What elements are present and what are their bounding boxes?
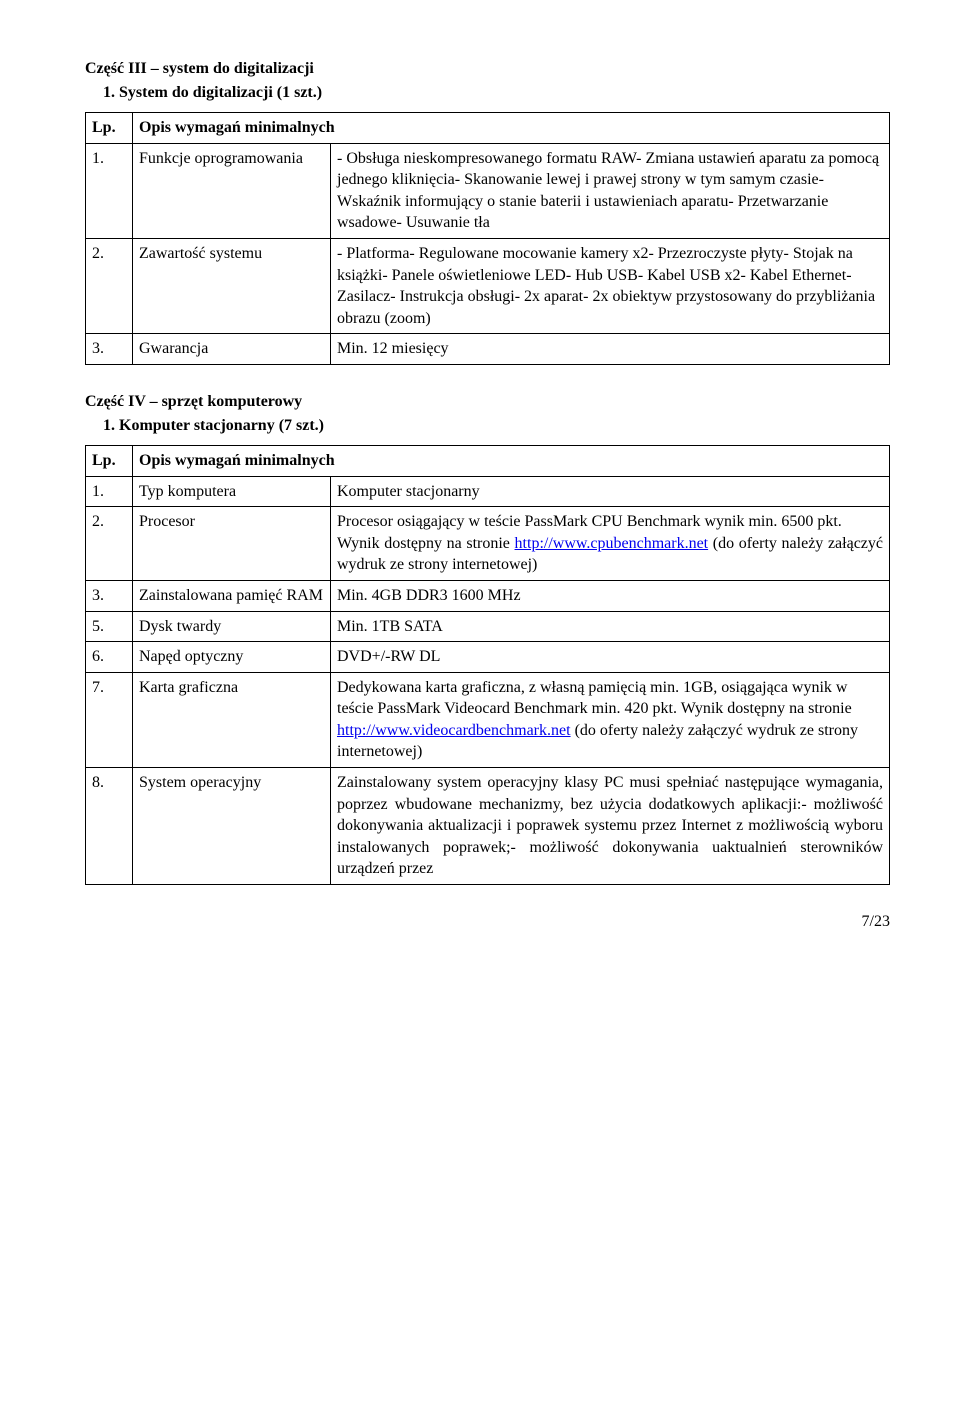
cell-lp: 5. xyxy=(86,611,133,642)
cell-lp: 1. xyxy=(86,476,133,507)
cell-lp: 1. xyxy=(86,143,133,238)
cell-desc: - Obsługa nieskompresowanego formatu RAW… xyxy=(331,143,890,238)
table-row: 1.Funkcje oprogramowania- Obsługa niesko… xyxy=(86,143,890,238)
cpu-benchmark-link[interactable]: http://www.cpubenchmark.net xyxy=(515,535,709,552)
cell-name: System operacyjny xyxy=(133,768,331,885)
desc-line: - Regulowane mocowanie kamery x2 xyxy=(409,245,648,262)
table-row: 3. Zainstalowana pamięć RAM Min. 4GB DDR… xyxy=(86,580,890,611)
table-row: 2.Zawartość systemu- Platforma- Regulowa… xyxy=(86,238,890,333)
header-desc: Opis wymagań minimalnych xyxy=(133,113,890,144)
desc-line: - Usuwanie tła xyxy=(397,214,490,231)
cell-name: Zainstalowana pamięć RAM xyxy=(133,580,331,611)
cell-desc: Komputer stacjonarny xyxy=(331,476,890,507)
cell-name: Typ komputera xyxy=(133,476,331,507)
cell-lp: 8. xyxy=(86,768,133,885)
cell-lp: 6. xyxy=(86,642,133,673)
section3-subtitle: 1. System do digitalizacji (1 szt.) xyxy=(103,84,890,102)
desc-line: - Obsługa nieskompresowanego formatu RAW xyxy=(337,150,636,167)
cell-desc: Procesor osiągający w teście PassMark CP… xyxy=(331,507,890,581)
cell-lp: 2. xyxy=(86,238,133,333)
header-lp: Lp. xyxy=(86,445,133,476)
text: Procesor osiągający w teście PassMark CP… xyxy=(337,513,842,530)
desc-line: - Hub USB xyxy=(566,267,638,284)
section4-table: Lp. Opis wymagań minimalnych 1. Typ komp… xyxy=(85,445,890,885)
cell-lp: 3. xyxy=(86,580,133,611)
cell-lp: 3. xyxy=(86,334,133,365)
table-row: 2. Procesor Procesor osiągający w teście… xyxy=(86,507,890,581)
cell-desc: Zainstalowany system operacyjny klasy PC… xyxy=(331,768,890,885)
section4-title: Część IV – sprzęt komputerowy xyxy=(85,393,890,411)
cell-desc: Min. 1TB SATA xyxy=(331,611,890,642)
cell-name: Gwarancja xyxy=(133,334,331,365)
table-row: 6. Napęd optyczny DVD+/-RW DL xyxy=(86,642,890,673)
cell-name: Dysk twardy xyxy=(133,611,331,642)
desc-line: - Instrukcja obsługi xyxy=(390,288,514,305)
cell-desc: Dedykowana karta graficzna, z własną pam… xyxy=(331,672,890,767)
desc-line: - Przezroczyste płyty xyxy=(648,245,783,262)
desc-line: - 2x aparat xyxy=(515,288,583,305)
table-row: 7. Karta graficzna Dedykowana karta graf… xyxy=(86,672,890,767)
text: Dedykowana karta graficzna, z własną pam… xyxy=(337,679,852,718)
cell-lp: 2. xyxy=(86,507,133,581)
header-desc: Opis wymagań minimalnych xyxy=(133,445,890,476)
table-row: 8. System operacyjny Zainstalowany syste… xyxy=(86,768,890,885)
cell-name: Zawartość systemu xyxy=(133,238,331,333)
desc-line: - Kabel USB x2 xyxy=(638,267,741,284)
desc-line: - Platforma xyxy=(337,245,409,262)
section4-subtitle: 1. Komputer stacjonarny (7 szt.) xyxy=(103,417,890,435)
cell-name: Karta graficzna xyxy=(133,672,331,767)
videocard-benchmark-link[interactable]: http://www.videocardbenchmark.net xyxy=(337,722,571,739)
table-row: 5. Dysk twardy Min. 1TB SATA xyxy=(86,611,890,642)
desc-line: - Kabel Ethernet xyxy=(741,267,847,284)
cell-name: Napęd optyczny xyxy=(133,642,331,673)
section3-title: Część III – system do digitalizacji xyxy=(85,60,890,78)
desc-line: - Skanowanie lewej i prawej strony w tym… xyxy=(455,171,819,188)
cell-desc: Min. 4GB DDR3 1600 MHz xyxy=(331,580,890,611)
text: Wynik dostępny na stronie xyxy=(337,535,515,552)
cell-desc: - Platforma- Regulowane mocowanie kamery… xyxy=(331,238,890,333)
table-row: 3.Gwarancja Min. 12 miesięcy xyxy=(86,334,890,365)
desc-line: - Panele oświetleniowe LED xyxy=(382,267,566,284)
page-footer: 7/23 xyxy=(85,913,890,931)
table-header-row: Lp. Opis wymagań minimalnych xyxy=(86,113,890,144)
cell-name: Funkcje oprogramowania xyxy=(133,143,331,238)
header-lp: Lp. xyxy=(86,113,133,144)
cell-name: Procesor xyxy=(133,507,331,581)
table-header-row: Lp. Opis wymagań minimalnych xyxy=(86,445,890,476)
table-row: 1. Typ komputera Komputer stacjonarny xyxy=(86,476,890,507)
section3-table: Lp. Opis wymagań minimalnych 1.Funkcje o… xyxy=(85,112,890,365)
cell-desc: DVD+/-RW DL xyxy=(331,642,890,673)
cell-desc: Min. 12 miesięcy xyxy=(331,334,890,365)
desc-line: Min. 12 miesięcy xyxy=(337,340,449,357)
cell-lp: 7. xyxy=(86,672,133,767)
